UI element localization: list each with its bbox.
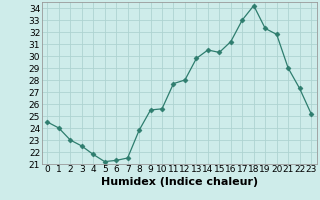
X-axis label: Humidex (Indice chaleur): Humidex (Indice chaleur): [100, 177, 258, 187]
